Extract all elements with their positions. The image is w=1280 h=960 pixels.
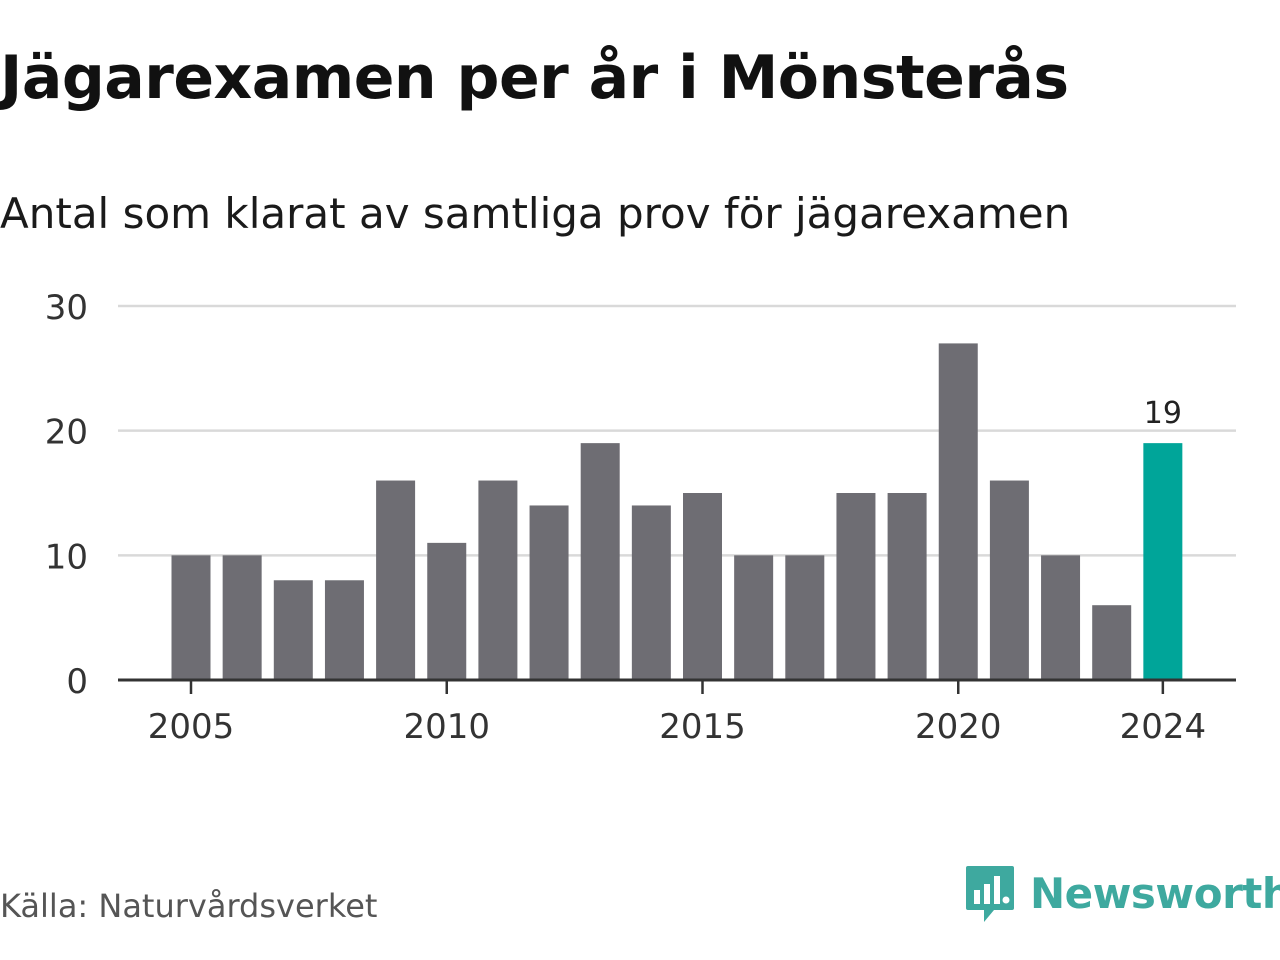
bar-2023: [1092, 605, 1132, 680]
y-tick-label-20: 20: [45, 413, 88, 453]
x-tick-label-2005: 2005: [148, 707, 235, 747]
bar-2021: [989, 480, 1029, 680]
bars: [171, 343, 1183, 680]
bar-2014: [631, 505, 671, 680]
bar-2006: [222, 555, 262, 680]
bar-2005: [171, 555, 211, 680]
source-note: Källa: Naturvårdsverket: [0, 887, 378, 925]
bar-2009: [376, 480, 416, 680]
y-axis-ticks: 0 10 20 30: [45, 288, 88, 702]
bar-2017: [785, 555, 825, 680]
x-tick-label-2020: 2020: [915, 707, 1002, 747]
bar-2019: [887, 493, 927, 680]
bar-2022: [1041, 555, 1081, 680]
x-axis-ticks: 2005 2010 2015 2020 2024: [148, 680, 1206, 747]
y-tick-label-10: 10: [45, 537, 88, 577]
bar-2007: [273, 580, 313, 680]
data-label-2024: 19: [1144, 396, 1182, 431]
brand-name: Newsworthy: [1030, 869, 1280, 918]
chart-subtitle: Antal som klarat av samtliga prov för jä…: [0, 189, 1071, 238]
grid-lines: [118, 304, 1236, 557]
bar-2011: [478, 480, 518, 680]
bar-2012: [529, 505, 569, 680]
x-tick-label-2010: 2010: [403, 707, 490, 747]
bar-2013: [580, 443, 620, 680]
brand-logo: Newsworthy: [964, 864, 1280, 924]
y-tick-label-30: 30: [45, 288, 88, 328]
bar-chart: 0 10 20 30 2005 2010 2015 2020 2024 19: [45, 288, 1236, 747]
data-labels: 19: [1144, 396, 1182, 431]
chart-title: Jägarexamen per år i Mönsterås: [0, 43, 1069, 113]
bar-2016: [734, 555, 774, 680]
newsworthy-chart-bubble-icon: [966, 866, 1014, 922]
bar-2015: [683, 493, 722, 680]
bar-2024: [1143, 443, 1183, 680]
x-tick-label-2024: 2024: [1120, 707, 1207, 747]
x-tick-label-2015: 2015: [659, 707, 746, 747]
bar-2010: [427, 542, 467, 680]
y-tick-label-0: 0: [66, 662, 88, 702]
bar-2008: [324, 580, 364, 680]
bar-2018: [836, 493, 876, 680]
bar-2020: [938, 343, 978, 680]
